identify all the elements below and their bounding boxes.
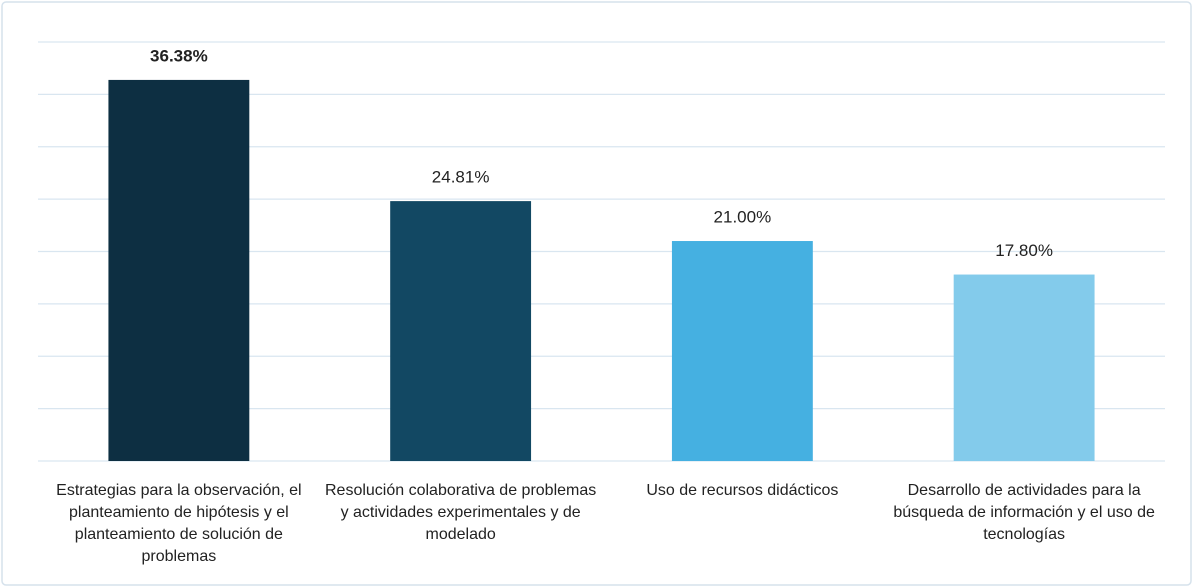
bar bbox=[671, 241, 813, 461]
bar bbox=[953, 274, 1095, 461]
data-label: 24.81% bbox=[432, 168, 490, 187]
bar bbox=[108, 79, 250, 462]
data-label: 21.00% bbox=[714, 208, 772, 227]
data-label: 17.80% bbox=[995, 241, 1053, 260]
x-tick-label: Resolución colaborativa de problemas y a… bbox=[324, 482, 597, 543]
data-label: 36.38% bbox=[150, 46, 208, 65]
x-tick-label: Uso de recursos didácticos bbox=[646, 482, 839, 499]
x-tick-label: Desarrollo de actividades para la búsque… bbox=[893, 482, 1155, 543]
bar bbox=[390, 201, 532, 462]
x-tick-label: Estrategias para la observación, el plan… bbox=[56, 482, 302, 565]
